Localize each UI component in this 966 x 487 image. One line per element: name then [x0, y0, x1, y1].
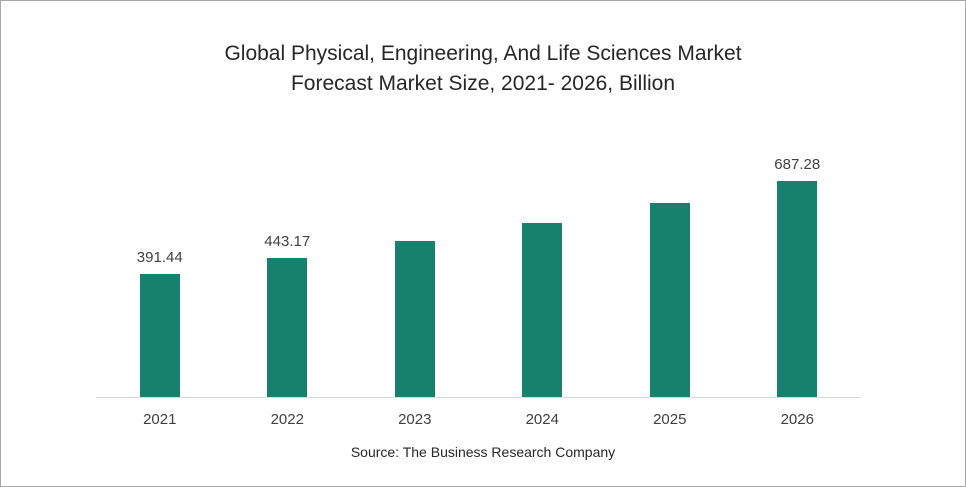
x-axis-label: 2023 [398, 411, 432, 428]
bar-column: 443.17 [224, 117, 352, 397]
bar [267, 258, 308, 397]
bar [139, 274, 180, 397]
bar [394, 241, 435, 397]
x-axis-labels: 2021 2022 2023 2024 2025 2026 [96, 398, 861, 428]
x-axis-label: 2021 [143, 411, 177, 428]
bar-value-label: 443.17 [264, 233, 311, 250]
chart-title-line-1: Global Physical, Engineering, And Life S… [224, 42, 742, 65]
chart-title-line-2: Forecast Market Size, 2021- 2026, Billio… [290, 72, 676, 95]
plot-wrap: 391.44 443.17 687.28 2021 2022 2023 2024 2025 2… [96, 117, 861, 428]
bar [522, 223, 563, 397]
bar-column [351, 117, 479, 397]
plot-area: 391.44 443.17 687.28 [96, 117, 861, 398]
bar [649, 203, 690, 397]
source-text: Source: The Business Research Company [350, 444, 616, 460]
bar-column: 687.28 [734, 117, 862, 397]
x-axis-label: 2022 [270, 411, 304, 428]
bar-column [606, 117, 734, 397]
bar-column: 391.44 [96, 117, 224, 397]
bar-column [479, 117, 607, 397]
bar [777, 181, 818, 397]
x-axis-label: 2025 [653, 411, 687, 428]
x-axis-label: 2024 [525, 411, 559, 428]
bar-value-label: 687.28 [774, 156, 821, 173]
x-axis-label: 2026 [780, 411, 814, 428]
bar-value-label: 391.44 [136, 249, 183, 266]
chart-title: Global Physical, Engineering, And Life S… [1, 39, 965, 99]
